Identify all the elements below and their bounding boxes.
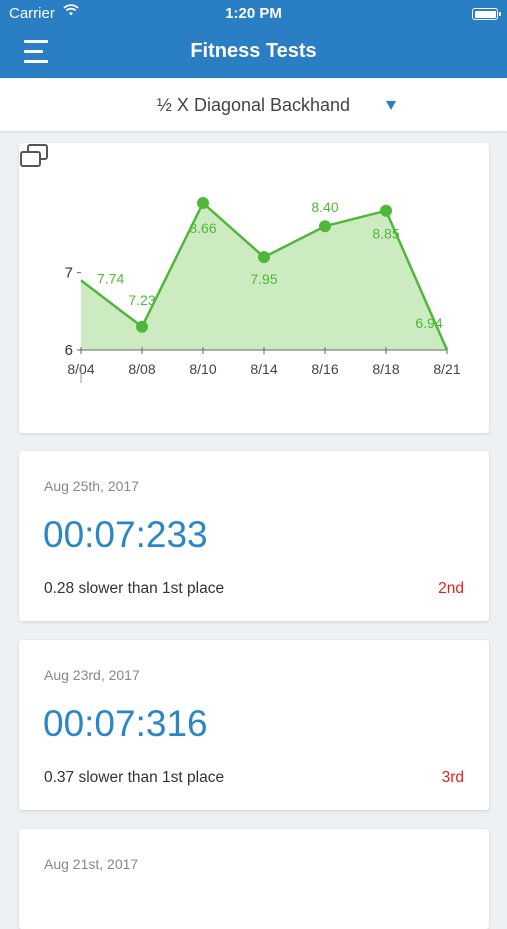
result-place: 2nd	[438, 580, 464, 597]
result-date: Aug 21st, 2017	[44, 856, 139, 872]
chart-card: 8/04 8/08 8/10 8/14 8/16 8/18 8/21 6 7 7.74 7.23 8.…	[19, 143, 489, 433]
menu-line-middle	[24, 50, 43, 53]
result-card[interactable]: Aug 21st, 2017	[19, 829, 489, 929]
page-title: Fitness Tests	[190, 40, 317, 62]
menu-button[interactable]	[24, 40, 48, 63]
expand-chart-icon[interactable]	[19, 143, 49, 169]
dropdown-caret-icon	[386, 101, 396, 110]
y-tick-label: 6	[65, 342, 73, 359]
data-label: 6.94	[415, 315, 442, 331]
data-label: 8.85	[372, 226, 399, 242]
navigation-bar: Carrier 1:20 PM Fitness Tests	[0, 0, 507, 78]
x-tick-label: 8/08	[128, 361, 155, 377]
x-tick-label: 8/10	[189, 361, 216, 377]
battery-icon	[472, 8, 501, 20]
carrier-label: Carrier	[9, 5, 55, 22]
data-point	[258, 251, 270, 264]
result-card[interactable]: Aug 25th, 2017 00:07:233 0.28 slower tha…	[19, 451, 489, 621]
menu-line-bottom	[24, 60, 48, 63]
x-tick-label: 8/14	[250, 361, 277, 377]
chart-area-fill	[81, 203, 447, 350]
data-point	[197, 197, 209, 209]
wifi-icon	[63, 4, 79, 16]
result-difference: 0.28 slower than 1st place	[44, 580, 225, 597]
status-time: 1:20 PM	[225, 5, 282, 22]
result-date: Aug 25th, 2017	[44, 478, 139, 494]
data-label: 7.95	[250, 271, 277, 287]
result-date: Aug 23rd, 2017	[44, 667, 140, 683]
x-tick-label: 8/18	[372, 361, 399, 377]
result-place: 3rd	[441, 769, 464, 786]
y-tick-label: 7	[65, 265, 73, 282]
menu-line-top	[24, 40, 48, 43]
result-time: 00:07:233	[43, 514, 208, 555]
x-tick-label: 8/16	[311, 361, 338, 377]
result-card[interactable]: Aug 23rd, 2017 00:07:316 0.37 slower tha…	[19, 640, 489, 810]
data-label: 8.66	[189, 220, 216, 236]
result-time: 00:07:316	[43, 703, 208, 744]
data-point	[380, 204, 392, 217]
data-point	[319, 220, 331, 233]
data-point	[136, 320, 148, 333]
status-bar: Carrier 1:20 PM	[0, 0, 507, 28]
x-tick-label: 8/21	[433, 361, 460, 377]
data-label: 7.74	[97, 270, 124, 286]
result-difference: 0.37 slower than 1st place	[44, 769, 225, 786]
data-label: 8.40	[311, 199, 338, 215]
selected-test-label: ½ X Diagonal Backhand	[156, 95, 351, 115]
test-selector-dropdown[interactable]: ½ X Diagonal Backhand	[0, 78, 507, 131]
data-label: 7.23	[128, 292, 155, 308]
